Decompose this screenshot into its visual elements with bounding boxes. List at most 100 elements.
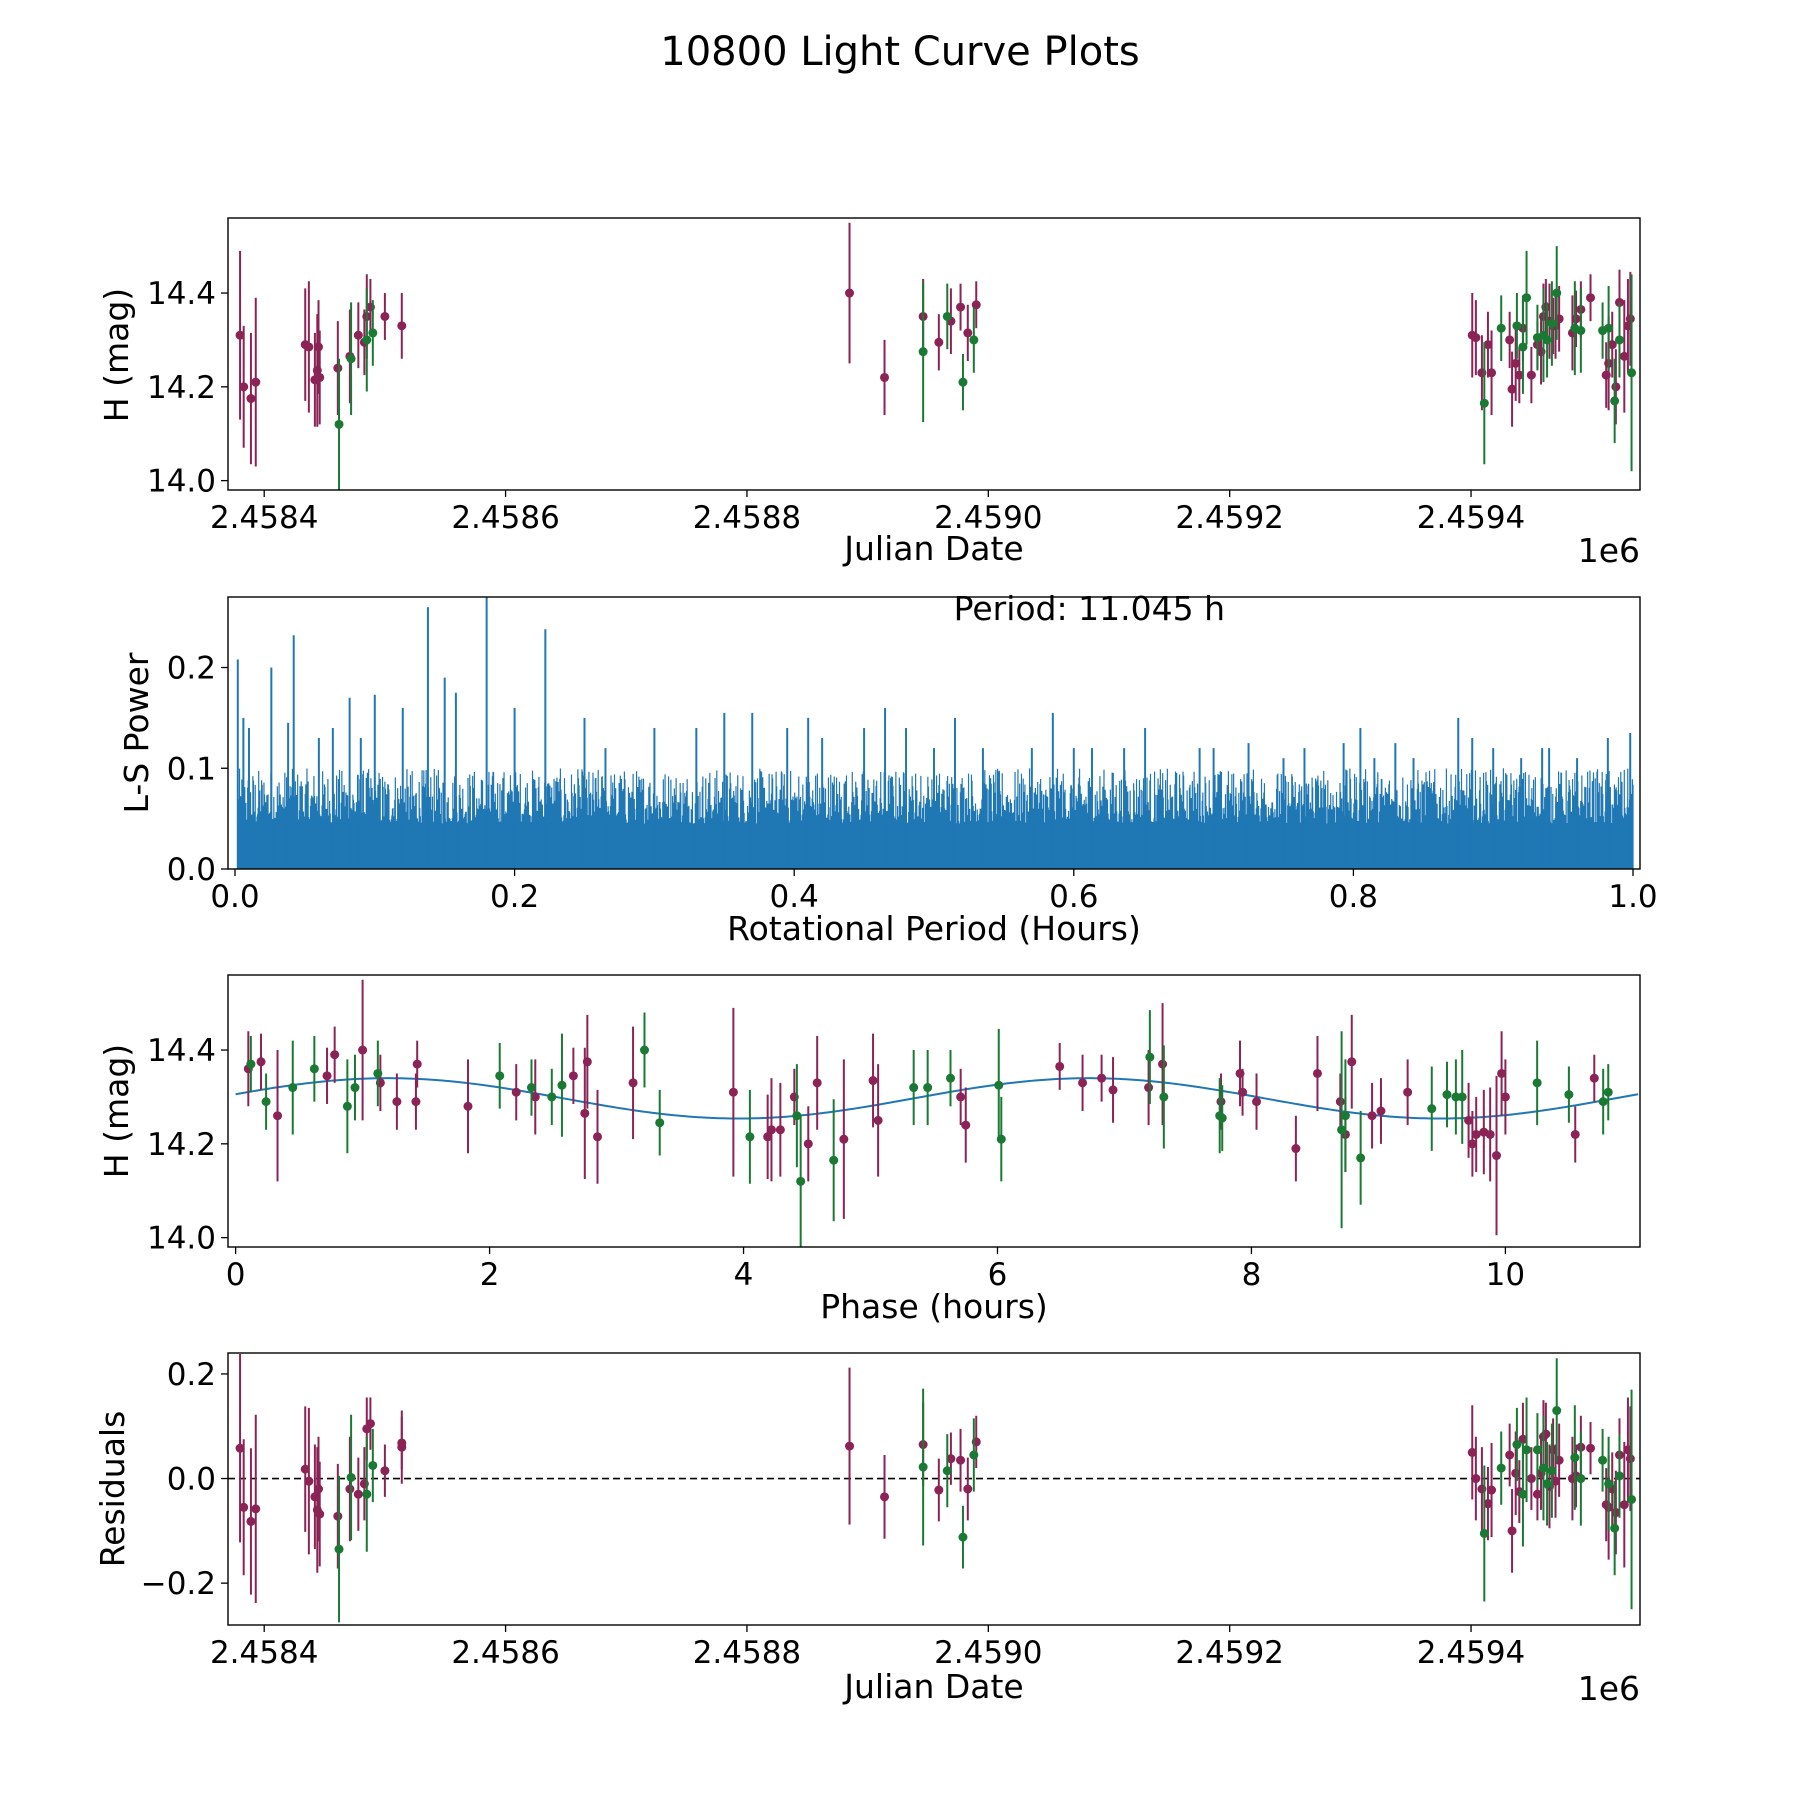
panel-lightcurve: 2.4584 2.4586 2.4588 2.4590 2.4592 2.4594 14.0… — [97, 217, 1641, 570]
data-point — [1312, 1068, 1322, 1078]
data-point — [1564, 1090, 1574, 1100]
data-point — [1576, 326, 1586, 336]
data-point — [1614, 335, 1624, 345]
data-point — [1514, 370, 1524, 380]
y-axis-label: L-S Power — [117, 652, 156, 813]
x-tick-label: 10 — [1486, 1257, 1525, 1293]
x-tick-label: 2.4592 — [1175, 500, 1283, 536]
data-point — [1471, 1474, 1481, 1484]
data-point — [1547, 1466, 1557, 1476]
data-point — [1238, 1087, 1248, 1097]
data-point — [880, 372, 890, 382]
x-tick-label: 0 — [226, 1257, 246, 1293]
data-point — [346, 1472, 356, 1482]
series-filter_a — [243, 979, 1599, 1236]
data-point — [1464, 1115, 1474, 1125]
data-point — [1518, 342, 1528, 352]
data-point — [353, 1489, 363, 1499]
data-point — [971, 300, 981, 310]
plot-area — [235, 222, 1637, 490]
data-point — [934, 337, 944, 347]
data-point — [1607, 340, 1617, 350]
x-tick-label: 0.8 — [1329, 879, 1378, 915]
data-point — [918, 347, 928, 357]
x-tick-label: 2.4588 — [693, 500, 801, 536]
data-point — [304, 1476, 314, 1486]
data-point — [1471, 333, 1481, 343]
data-point — [582, 1057, 592, 1067]
x-tick-label: 4 — [734, 1257, 754, 1293]
data-point — [1252, 1097, 1262, 1107]
data-point — [256, 1057, 266, 1067]
x-tick-label: 1.0 — [1608, 879, 1657, 915]
x-tick-label: 2.4586 — [451, 500, 559, 536]
x-tick-label: 2 — [480, 1257, 500, 1293]
data-point — [365, 1419, 375, 1429]
data-point — [530, 1092, 540, 1102]
data-point — [322, 1071, 332, 1081]
data-point — [1610, 396, 1620, 406]
data-point — [839, 1134, 849, 1144]
y-tick-label: 14.2 — [147, 1127, 216, 1163]
data-point — [1552, 1406, 1562, 1416]
data-point — [996, 1134, 1006, 1144]
data-point — [934, 1485, 944, 1495]
data-point — [547, 1092, 557, 1102]
data-point — [969, 1450, 979, 1460]
data-point — [380, 311, 390, 321]
x-axis-label: Julian Date — [842, 1667, 1024, 1706]
data-point — [1367, 1111, 1377, 1121]
fit-curve — [235, 1077, 1639, 1120]
series-filter_b — [246, 1010, 1613, 1247]
data-point — [766, 1125, 776, 1135]
data-point — [1159, 1092, 1169, 1102]
data-point — [1542, 1479, 1552, 1489]
data-point — [918, 1462, 928, 1472]
plot-frame — [227, 1352, 1641, 1626]
data-point — [1547, 319, 1557, 329]
data-point — [1442, 1090, 1452, 1100]
data-point — [412, 1059, 422, 1069]
data-point — [350, 1083, 360, 1093]
data-point — [763, 1132, 773, 1142]
data-point — [1356, 1153, 1366, 1163]
data-point — [628, 1078, 638, 1088]
data-point — [969, 335, 979, 345]
periodogram-base-band — [237, 823, 1634, 869]
x-tick-label: 2.4588 — [693, 1635, 801, 1671]
data-point — [728, 1087, 738, 1097]
data-point — [330, 1050, 340, 1060]
data-point — [1512, 1440, 1522, 1450]
data-point — [333, 363, 343, 373]
data-point — [334, 419, 344, 429]
data-point — [314, 342, 324, 352]
data-point — [380, 1466, 390, 1476]
data-point — [511, 1087, 521, 1097]
data-point — [1526, 1474, 1536, 1484]
data-point — [956, 1455, 966, 1465]
data-point — [246, 1059, 256, 1069]
data-point — [1586, 1443, 1596, 1453]
data-point — [397, 321, 407, 331]
data-point — [1570, 1453, 1580, 1463]
y-tick-label: 0.2 — [167, 1357, 216, 1393]
data-point — [1604, 1479, 1614, 1489]
data-point — [803, 1139, 813, 1149]
x-tick-label: 0.6 — [1049, 879, 1098, 915]
data-point — [1055, 1061, 1065, 1071]
data-point — [880, 1492, 890, 1502]
data-point — [963, 328, 973, 338]
data-point — [1337, 1125, 1347, 1135]
data-point — [745, 1132, 755, 1142]
x-tick-label: 6 — [988, 1257, 1008, 1293]
y-tick-label: 14.0 — [147, 1221, 216, 1257]
data-point — [1511, 1468, 1521, 1478]
data-point — [368, 1460, 378, 1470]
plot-area — [236, 597, 1634, 869]
data-point — [796, 1176, 806, 1186]
data-point — [1487, 368, 1497, 378]
x-tick-label: 0.2 — [490, 879, 539, 915]
data-point — [362, 1489, 372, 1499]
data-point — [1522, 293, 1532, 303]
x-tick-label: 2.4584 — [210, 1635, 318, 1671]
